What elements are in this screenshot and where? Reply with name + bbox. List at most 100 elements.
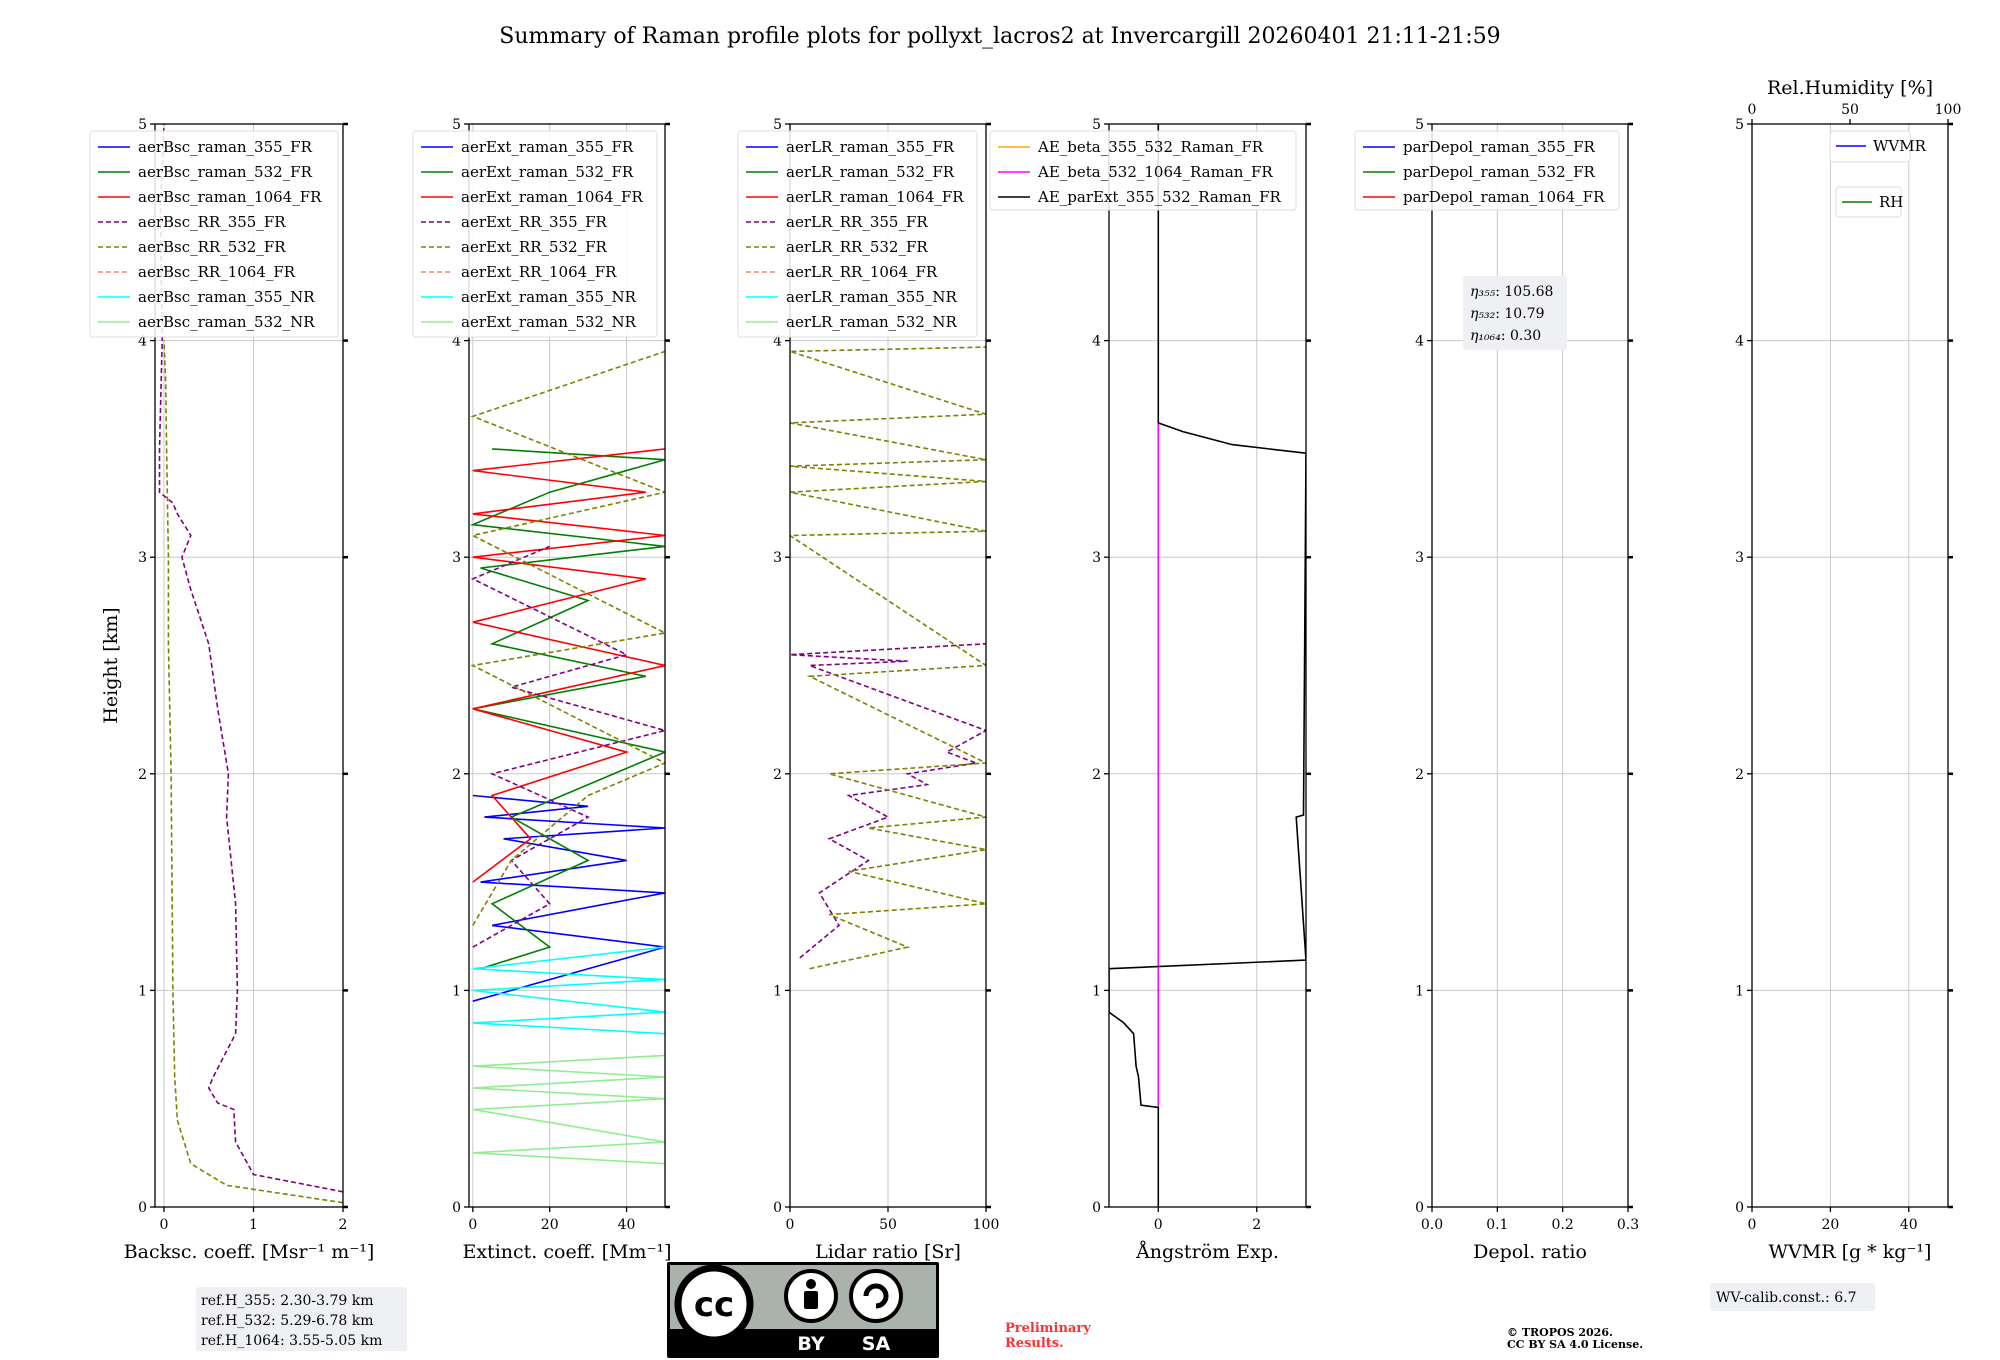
legend-entry: aerLR_raman_355_FR <box>786 138 955 156</box>
refheight-line: ref.H_532: 5.29-6.78 km <box>201 1313 374 1329</box>
eta-value: : 105.68 <box>1495 284 1553 300</box>
series-line-aerExt_raman_532_NR <box>472 1054 665 1165</box>
xtick-label: 0.2 <box>1552 1217 1574 1233</box>
copyright-line-2: CC BY SA 4.0 License. <box>1507 1338 1643 1351</box>
axes-frame <box>154 123 344 1208</box>
panel-angstrom: 0 1 2 3 4 5 0 2 Ångström Exp. AE_beta_355_532_Ram… <box>989 117 1311 1263</box>
ytick-label: 3 <box>138 550 147 566</box>
xtick-label: 50 <box>879 1217 897 1233</box>
eta-line: η₁₀₆₄: 0.30 <box>1470 328 1541 344</box>
refheight-line: ref.H_355: 2.30-3.79 km <box>201 1293 374 1309</box>
xtick-label: 100 <box>973 1217 1000 1233</box>
legend-entry-rh: RH <box>1879 193 1903 211</box>
ytick-label: 4 <box>773 334 782 350</box>
axes-frame <box>1108 123 1307 1208</box>
legend-entry: parDepol_raman_532_FR <box>1403 163 1596 181</box>
ytick-label: 0 <box>1415 1200 1424 1216</box>
wv-calib-box: WV-calib.const.: 6.7 <box>1710 1283 1875 1311</box>
preliminary-line-2: Results. <box>1005 1336 1064 1351</box>
series-line-aerExt_raman_355_FR <box>472 794 665 1002</box>
top-xtick-label: 50 <box>1841 102 1859 118</box>
refheight-box: ref.H_355: 2.30-3.79 km ref.H_532: 5.29-6… <box>196 1287 407 1351</box>
ytick-label: 4 <box>138 334 147 350</box>
x-axis-label: Extinct. coeff. [Mm⁻¹] <box>462 1241 671 1263</box>
legend-entry: aerBsc_raman_355_FR <box>138 138 313 156</box>
top-axis-label: Rel.Humidity [%] <box>1767 77 1933 99</box>
preliminary-line-1: Preliminary <box>1005 1321 1091 1336</box>
ytick-label: 0 <box>773 1200 782 1216</box>
ytick-label: 1 <box>1092 983 1101 999</box>
xtick-label: 20 <box>541 1217 559 1233</box>
ytick-label: 3 <box>1092 550 1101 566</box>
xtick-label: 40 <box>618 1217 636 1233</box>
legend: parDepol_raman_355_FR parDepol_raman_532_… <box>1354 130 1620 211</box>
series-line-aerExt_RR_355_FR <box>470 545 665 948</box>
legend-entry: aerLR_RR_355_FR <box>786 213 928 231</box>
legend: aerLR_raman_355_FR aerLR_raman_532_FR aerL… <box>737 130 978 338</box>
eta-line: η₅₃₂: 10.79 <box>1470 306 1544 322</box>
ytick-label: 1 <box>452 983 461 999</box>
ytick-label: 5 <box>773 117 782 133</box>
legend-entry: aerLR_raman_355_NR <box>786 288 957 306</box>
panel-depolarization: 0 1 2 3 4 5 0.0 0.1 0.2 0.3 Depol. ratio parDepol_r… <box>1354 117 1639 1263</box>
ytick-label: 4 <box>1092 334 1101 350</box>
eta-annotation: η₃₅₅: 105.68 η₅₃₂: 10.79 η₁₀₆₄: 0.30 <box>1463 276 1567 350</box>
eta-value: : 0.30 <box>1501 328 1541 344</box>
legend-entry: aerExt_raman_355_FR <box>461 138 634 156</box>
x-axis-label: Lidar ratio [Sr] <box>815 1241 961 1263</box>
legend-entry: AE_beta_355_532_Raman_FR <box>1037 138 1264 156</box>
ytick-label: 3 <box>773 550 782 566</box>
legend-box <box>89 130 339 338</box>
xtick-label: 0 <box>786 1217 795 1233</box>
wvmr-legends: WVMR RH <box>1829 130 1927 218</box>
ytick-label: 2 <box>138 767 147 783</box>
ytick-label: 1 <box>773 983 782 999</box>
ytick-label: 5 <box>1735 117 1744 133</box>
ytick-label: 2 <box>773 767 782 783</box>
wv-calib-text: WV-calib.const.: 6.7 <box>1716 1290 1856 1306</box>
panel-extinction: 0 1 2 3 4 5 0 20 40 Extinct. coeff. [Mm⁻¹] aerExt_… <box>412 117 672 1263</box>
ytick-label: 4 <box>452 334 461 350</box>
legend: AE_beta_355_532_Raman_FR AE_beta_532_1064… <box>989 130 1297 211</box>
axes-frame <box>468 123 666 1208</box>
ytick-label: 2 <box>452 767 461 783</box>
legend-entry: aerBsc_RR_1064_FR <box>138 263 296 281</box>
ytick-label: 5 <box>1415 117 1424 133</box>
person-body-icon <box>804 1291 818 1309</box>
xtick-label: 0.1 <box>1486 1217 1508 1233</box>
xtick-label: 1 <box>249 1217 258 1233</box>
legend-entry: aerBsc_raman_532_FR <box>138 163 313 181</box>
series-layer <box>469 350 665 1165</box>
x-axis-label: Depol. ratio <box>1473 1241 1587 1263</box>
legend-box <box>412 130 658 338</box>
ytick-label: 0 <box>452 1200 461 1216</box>
ytick-label: 5 <box>138 117 147 133</box>
legend-entry: aerExt_raman_532_FR <box>461 163 634 181</box>
legend-entry-wvmr: WVMR <box>1873 137 1927 155</box>
ytick-label: 4 <box>1415 334 1424 350</box>
legend-entry: aerLR_RR_1064_FR <box>786 263 938 281</box>
legend-entry: aerExt_raman_355_NR <box>461 288 637 306</box>
series-line-aerBsc_RR_355_FR <box>158 124 343 1193</box>
eta-name: η₁₀₆₄ <box>1470 328 1501 344</box>
xtick-label: 0 <box>1748 1217 1757 1233</box>
axes-frame <box>1431 123 1629 1208</box>
ytick-label: 1 <box>1415 983 1424 999</box>
top-xtick-label: 100 <box>1935 102 1962 118</box>
series-line-aerExt_RR_532_FR <box>470 350 665 926</box>
x-axis-label: WVMR [g * kg⁻¹] <box>1769 1241 1932 1263</box>
share-alike-icon <box>849 1269 903 1323</box>
legend-entry: parDepol_raman_1064_FR <box>1403 188 1605 206</box>
eta-line: η₃₅₅: 105.68 <box>1470 284 1553 300</box>
ytick-label: 5 <box>452 117 461 133</box>
person-head-icon <box>806 1279 816 1289</box>
legend: aerBsc_raman_355_FR aerBsc_raman_532_FRae… <box>89 130 339 338</box>
eta-name: η₃₅₅ <box>1470 284 1496 300</box>
legend-entry: aerLR_raman_532_NR <box>786 313 957 331</box>
legend-box <box>1354 130 1620 211</box>
copyright-line-1: © TROPOS 2026. <box>1507 1326 1613 1339</box>
xtick-label: 0 <box>1154 1217 1163 1233</box>
license-sa-label: SA <box>862 1333 891 1355</box>
